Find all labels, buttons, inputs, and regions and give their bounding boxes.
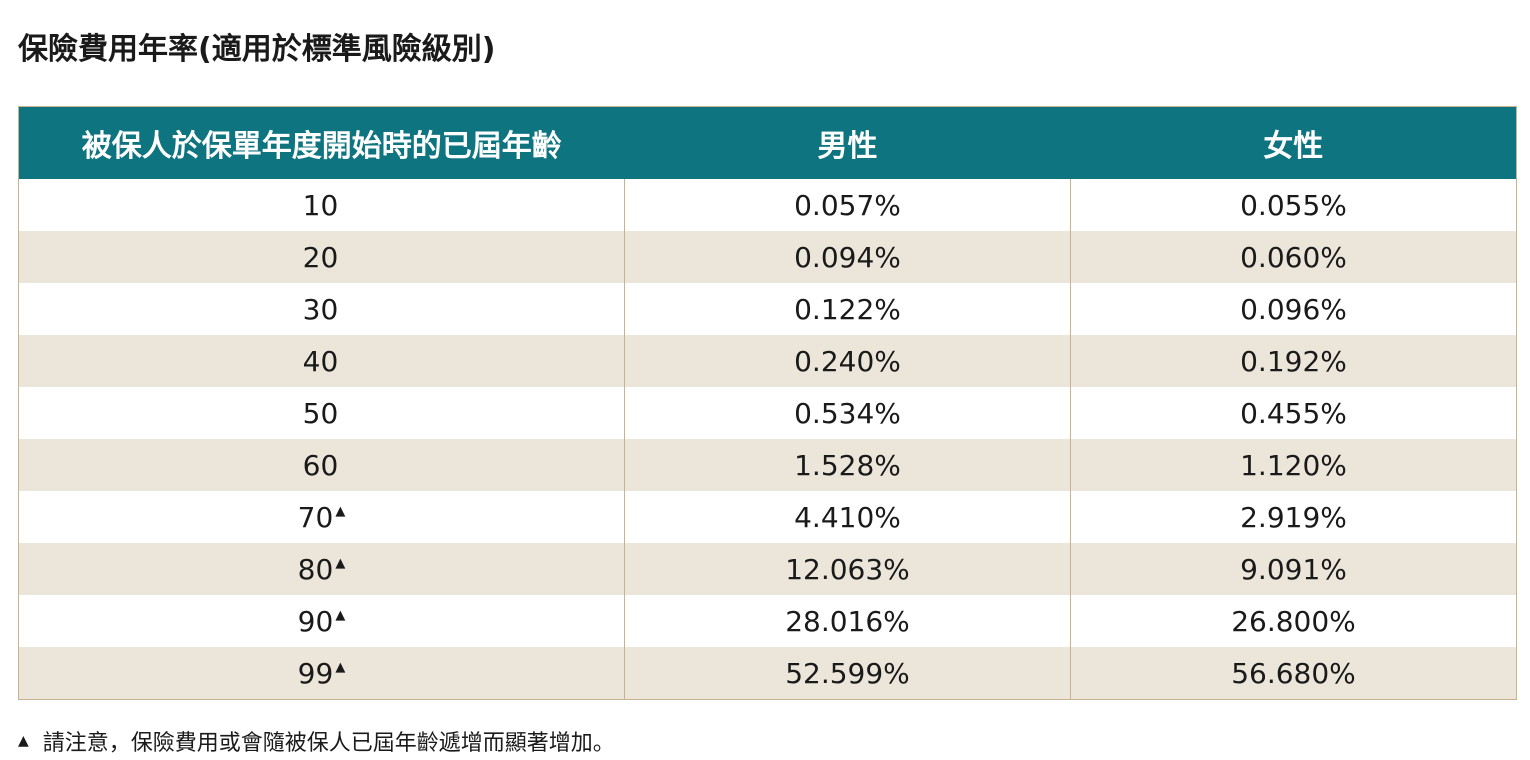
female-rate-cell: 26.800%: [1070, 595, 1517, 647]
insurance-rate-table: 被保人於保單年度開始時的已屆年齡 男性 女性 10 0.057% 0.055% …: [18, 106, 1517, 700]
age-value: 10: [302, 188, 339, 222]
female-rate-cell: 0.060%: [1070, 231, 1517, 283]
male-rate-cell: 0.534%: [624, 387, 1071, 439]
male-rate-cell: 1.528%: [624, 439, 1071, 491]
age-cell: 80 ▲: [18, 543, 625, 595]
triangle-marker: ▲: [18, 733, 29, 749]
male-rate-cell: 0.240%: [624, 335, 1071, 387]
female-rate-cell: 1.120%: [1070, 439, 1517, 491]
female-rate-cell: 2.919%: [1070, 491, 1517, 543]
table-row: 20 0.094% 0.060%: [18, 231, 1517, 283]
age-value: 40: [302, 344, 339, 378]
table-row: 70 ▲ 4.410% 2.919%: [18, 491, 1517, 543]
male-rate-cell: 12.063%: [624, 543, 1071, 595]
male-rate-cell: 28.016%: [624, 595, 1071, 647]
triangle-marker: ▲: [335, 555, 346, 571]
table-row: 80 ▲ 12.063% 9.091%: [18, 543, 1517, 595]
age-cell: 10: [18, 179, 625, 231]
age-value: 30: [302, 292, 339, 326]
table-row: 60 1.528% 1.120%: [18, 439, 1517, 491]
age-value: 70: [297, 500, 334, 534]
column-header-female: 女性: [1070, 106, 1517, 179]
table-row: 99 ▲ 52.599% 56.680%: [18, 647, 1517, 700]
table-row: 40 0.240% 0.192%: [18, 335, 1517, 387]
age-cell: 20: [18, 231, 625, 283]
age-cell: 60: [18, 439, 625, 491]
column-header-male: 男性: [624, 106, 1071, 179]
female-rate-cell: 56.680%: [1070, 647, 1517, 700]
triangle-marker: ▲: [335, 607, 346, 623]
footnote: ▲ 請注意，保險費用或會隨被保人已屆年齡遞增而顯著增加。: [18, 726, 615, 759]
female-rate-cell: 0.096%: [1070, 283, 1517, 335]
male-rate-cell: 52.599%: [624, 647, 1071, 700]
age-value: 80: [297, 552, 334, 586]
triangle-marker: ▲: [335, 503, 346, 519]
table-row: 90 ▲ 28.016% 26.800%: [18, 595, 1517, 647]
age-value: 20: [302, 240, 339, 274]
age-cell: 40: [18, 335, 625, 387]
age-value: 90: [297, 604, 334, 638]
age-value: 60: [302, 448, 339, 482]
male-rate-cell: 4.410%: [624, 491, 1071, 543]
age-cell: 30: [18, 283, 625, 335]
age-cell: 50: [18, 387, 625, 439]
age-cell: 90 ▲: [18, 595, 625, 647]
table-row: 50 0.534% 0.455%: [18, 387, 1517, 439]
column-header-age: 被保人於保單年度開始時的已屆年齡: [18, 106, 625, 179]
male-rate-cell: 0.122%: [624, 283, 1071, 335]
age-value: 50: [302, 396, 339, 430]
age-cell: 99 ▲: [18, 647, 625, 700]
footnote-text: 請注意，保險費用或會隨被保人已屆年齡遞增而顯著增加。: [42, 731, 615, 756]
female-rate-cell: 0.455%: [1070, 387, 1517, 439]
triangle-marker: ▲: [335, 659, 346, 675]
page-title: 保險費用年率(適用於標準風險級別): [18, 32, 496, 67]
female-rate-cell: 9.091%: [1070, 543, 1517, 595]
table-row: 30 0.122% 0.096%: [18, 283, 1517, 335]
male-rate-cell: 0.094%: [624, 231, 1071, 283]
age-cell: 70 ▲: [18, 491, 625, 543]
table-row: 10 0.057% 0.055%: [18, 179, 1517, 231]
age-value: 99: [297, 656, 334, 690]
female-rate-cell: 0.055%: [1070, 179, 1517, 231]
female-rate-cell: 0.192%: [1070, 335, 1517, 387]
table-header-row: 被保人於保單年度開始時的已屆年齡 男性 女性: [18, 106, 1517, 179]
male-rate-cell: 0.057%: [624, 179, 1071, 231]
